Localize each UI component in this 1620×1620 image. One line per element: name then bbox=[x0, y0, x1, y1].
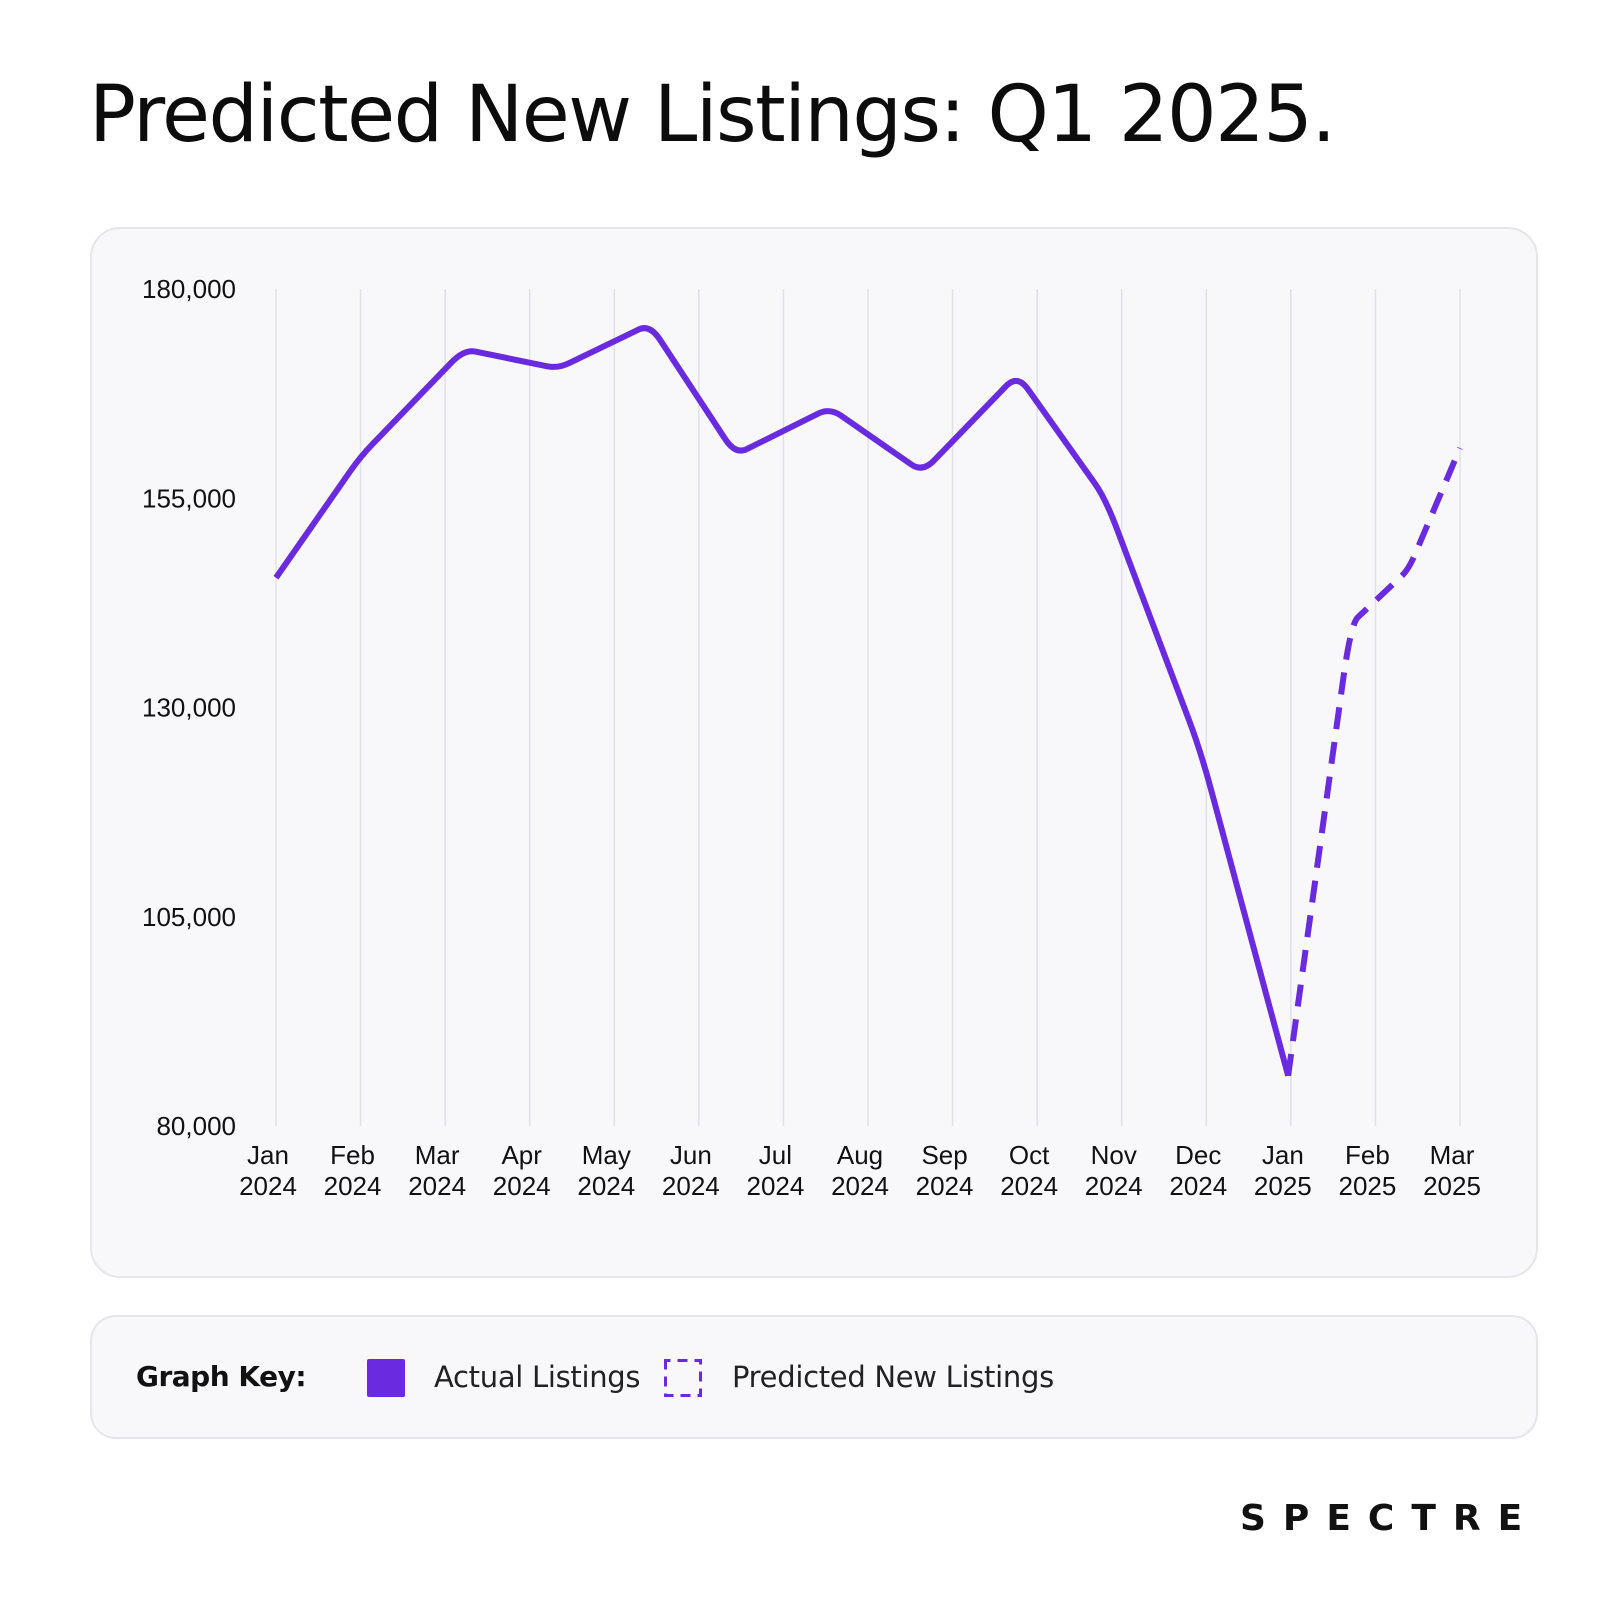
x-tick-label: 2024 bbox=[1000, 1171, 1058, 1201]
y-tick-label: 105,000 bbox=[142, 902, 236, 932]
x-tick-label: 2024 bbox=[831, 1171, 889, 1201]
y-tick-label: 180,000 bbox=[142, 274, 236, 304]
y-tick-label: 130,000 bbox=[142, 693, 236, 723]
x-tick-label: 2024 bbox=[1169, 1171, 1227, 1201]
x-tick-label: 2024 bbox=[493, 1171, 551, 1201]
x-tick-label: Jun bbox=[670, 1140, 712, 1170]
x-tick-label: Apr bbox=[501, 1140, 542, 1170]
x-tick-label: Mar bbox=[1430, 1140, 1475, 1170]
actual-listings-line bbox=[273, 325, 1292, 1077]
x-tick-label: Dec bbox=[1175, 1140, 1221, 1170]
predicted-listings-line bbox=[1285, 446, 1463, 1077]
x-tick-label: Jan bbox=[1262, 1140, 1304, 1170]
x-tick-label: 2024 bbox=[577, 1171, 635, 1201]
legend-item-predicted: Predicted New Listings bbox=[732, 1360, 1054, 1394]
x-tick-label: 2024 bbox=[916, 1171, 974, 1201]
actual-listings-swatch bbox=[367, 1359, 405, 1397]
x-tick-label: 2025 bbox=[1339, 1171, 1397, 1201]
y-tick-label: 155,000 bbox=[142, 483, 236, 513]
x-tick-label: Feb bbox=[330, 1140, 375, 1170]
x-tick-label: 2024 bbox=[408, 1171, 466, 1201]
graph-key: Graph Key: Actual Listings Predicted New… bbox=[90, 1315, 1538, 1439]
y-tick-label: 80,000 bbox=[156, 1111, 236, 1141]
x-tick-label: Sep bbox=[921, 1140, 967, 1170]
x-tick-label: May bbox=[582, 1140, 631, 1170]
x-tick-label: 2024 bbox=[324, 1171, 382, 1201]
x-tick-label: Jul bbox=[759, 1140, 792, 1170]
x-tick-label: 2024 bbox=[662, 1171, 720, 1201]
x-tick-label: 2024 bbox=[747, 1171, 805, 1201]
x-tick-label: Jan bbox=[247, 1140, 289, 1170]
x-tick-label: Aug bbox=[837, 1140, 883, 1170]
x-tick-label: Mar bbox=[415, 1140, 460, 1170]
page-title: Predicted New Listings: Q1 2025. bbox=[89, 70, 1336, 160]
spectre-logo: SPECTRE bbox=[1240, 1498, 1540, 1539]
x-tick-label: 2024 bbox=[1085, 1171, 1143, 1201]
line-chart: 180,000155,000130,000105,00080,000Jan202… bbox=[142, 274, 1481, 1201]
x-tick-label: Feb bbox=[1345, 1140, 1390, 1170]
x-tick-label: Oct bbox=[1009, 1140, 1050, 1170]
x-tick-label: 2024 bbox=[239, 1171, 297, 1201]
x-tick-label: 2025 bbox=[1254, 1171, 1312, 1201]
graph-key-label: Graph Key: bbox=[136, 1360, 307, 1393]
predicted-listings-swatch bbox=[664, 1359, 702, 1397]
legend-item-actual: Actual Listings bbox=[434, 1360, 641, 1394]
x-tick-label: Nov bbox=[1091, 1140, 1137, 1170]
x-tick-label: 2025 bbox=[1423, 1171, 1481, 1201]
chart-card: 180,000 155,000 130,000 105,000 80,000 Jan 202… bbox=[90, 227, 1538, 1278]
